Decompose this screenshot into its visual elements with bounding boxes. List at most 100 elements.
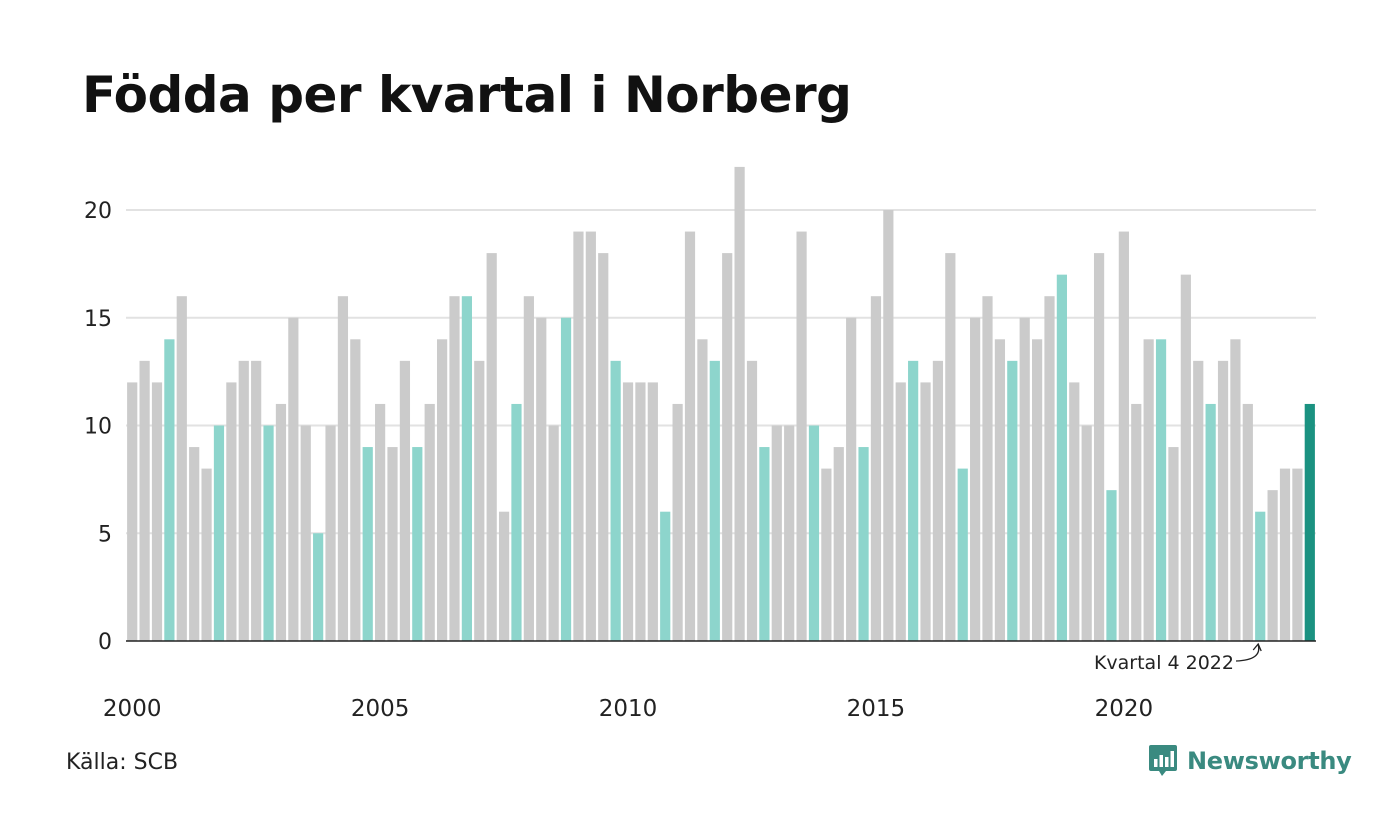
bar	[697, 339, 708, 641]
bar	[709, 360, 720, 641]
bar	[511, 403, 522, 641]
bar	[1081, 425, 1092, 641]
bar	[548, 425, 559, 641]
bar	[622, 382, 634, 641]
x-tick-label: 2020	[1095, 696, 1154, 722]
bar	[970, 317, 981, 641]
bar	[560, 317, 572, 641]
y-tick-label: 20	[84, 199, 112, 224]
bar	[1044, 296, 1055, 641]
bar	[189, 447, 200, 641]
bar	[982, 296, 993, 641]
bar	[1292, 468, 1303, 641]
bar	[722, 253, 733, 641]
bar	[920, 382, 931, 641]
bar	[858, 447, 869, 641]
y-tick-label: 15	[84, 307, 112, 332]
bar-chart-speech-bubble-icon	[1149, 745, 1177, 776]
bar	[151, 382, 163, 641]
bar	[598, 253, 609, 641]
bar	[846, 317, 857, 641]
bar	[895, 382, 906, 641]
bar	[821, 468, 832, 641]
bar	[573, 231, 584, 642]
bar	[337, 296, 349, 641]
bar	[796, 231, 807, 642]
gridlines: 0 5 10 15 20	[84, 199, 1316, 655]
bar	[536, 317, 547, 641]
axes: 2000 2005 2010 2015 2020	[103, 640, 1316, 722]
bar	[263, 425, 274, 641]
brand-logo[interactable]: Newsworthy	[1148, 744, 1352, 778]
bar	[213, 425, 225, 641]
x-tick-label: 2000	[103, 696, 162, 722]
bar	[1069, 382, 1080, 641]
bar	[684, 231, 696, 642]
bar	[883, 210, 894, 641]
bar	[635, 382, 646, 641]
bar	[1019, 317, 1030, 641]
bar	[437, 339, 448, 641]
bar	[275, 403, 287, 641]
bar	[1007, 360, 1018, 641]
bar	[647, 382, 658, 641]
bar	[424, 403, 435, 641]
bar	[1217, 360, 1229, 641]
bar	[1106, 490, 1117, 641]
bar	[1193, 360, 1204, 641]
bars	[127, 166, 1315, 642]
bar	[1304, 403, 1315, 641]
bar	[1168, 447, 1179, 641]
bar	[523, 296, 534, 641]
bar	[994, 339, 1006, 641]
bar	[1155, 339, 1167, 641]
bar	[486, 253, 497, 641]
chart-title: Födda per kvartal i Norberg	[82, 66, 852, 124]
bar	[412, 447, 423, 641]
bar	[808, 425, 820, 641]
bar	[164, 339, 175, 641]
bar	[498, 511, 510, 641]
bar	[672, 403, 683, 641]
bar	[449, 296, 460, 641]
bar	[399, 360, 411, 641]
bar	[288, 317, 299, 641]
bar-chart: 0 5 10 15 20 2000 2005 2010 2015 2020 Kvartal 4 …	[84, 166, 1316, 722]
bar	[771, 425, 782, 641]
bar	[1279, 468, 1291, 641]
bar	[784, 425, 795, 641]
bar	[660, 511, 671, 641]
bar	[1180, 274, 1191, 641]
bar	[908, 360, 919, 641]
bar	[1143, 339, 1154, 641]
bar	[1230, 339, 1241, 641]
x-tick-label: 2010	[599, 696, 658, 722]
bar	[870, 296, 882, 641]
bar	[300, 425, 311, 641]
bar	[139, 360, 150, 641]
bar	[932, 360, 944, 641]
annotation-arrow	[1235, 644, 1260, 662]
bar	[127, 382, 138, 641]
bar	[176, 296, 187, 641]
bar	[1267, 490, 1278, 641]
annotation: Kvartal 4 2022	[1094, 642, 1262, 674]
bar	[734, 166, 745, 641]
source-label: Källa: SCB	[66, 750, 179, 775]
bar	[461, 296, 472, 641]
bar	[350, 339, 361, 641]
brand-name: Newsworthy	[1187, 747, 1352, 775]
bar	[1056, 274, 1067, 641]
bar	[238, 360, 249, 641]
bar	[1242, 403, 1253, 641]
bar	[585, 231, 596, 642]
bar	[1205, 403, 1216, 641]
bar	[362, 447, 373, 641]
bar	[1118, 231, 1129, 642]
bar	[387, 447, 398, 641]
bar	[251, 360, 262, 641]
bar	[325, 425, 336, 641]
bar	[201, 468, 212, 641]
bar	[945, 253, 956, 641]
bar	[474, 360, 485, 641]
